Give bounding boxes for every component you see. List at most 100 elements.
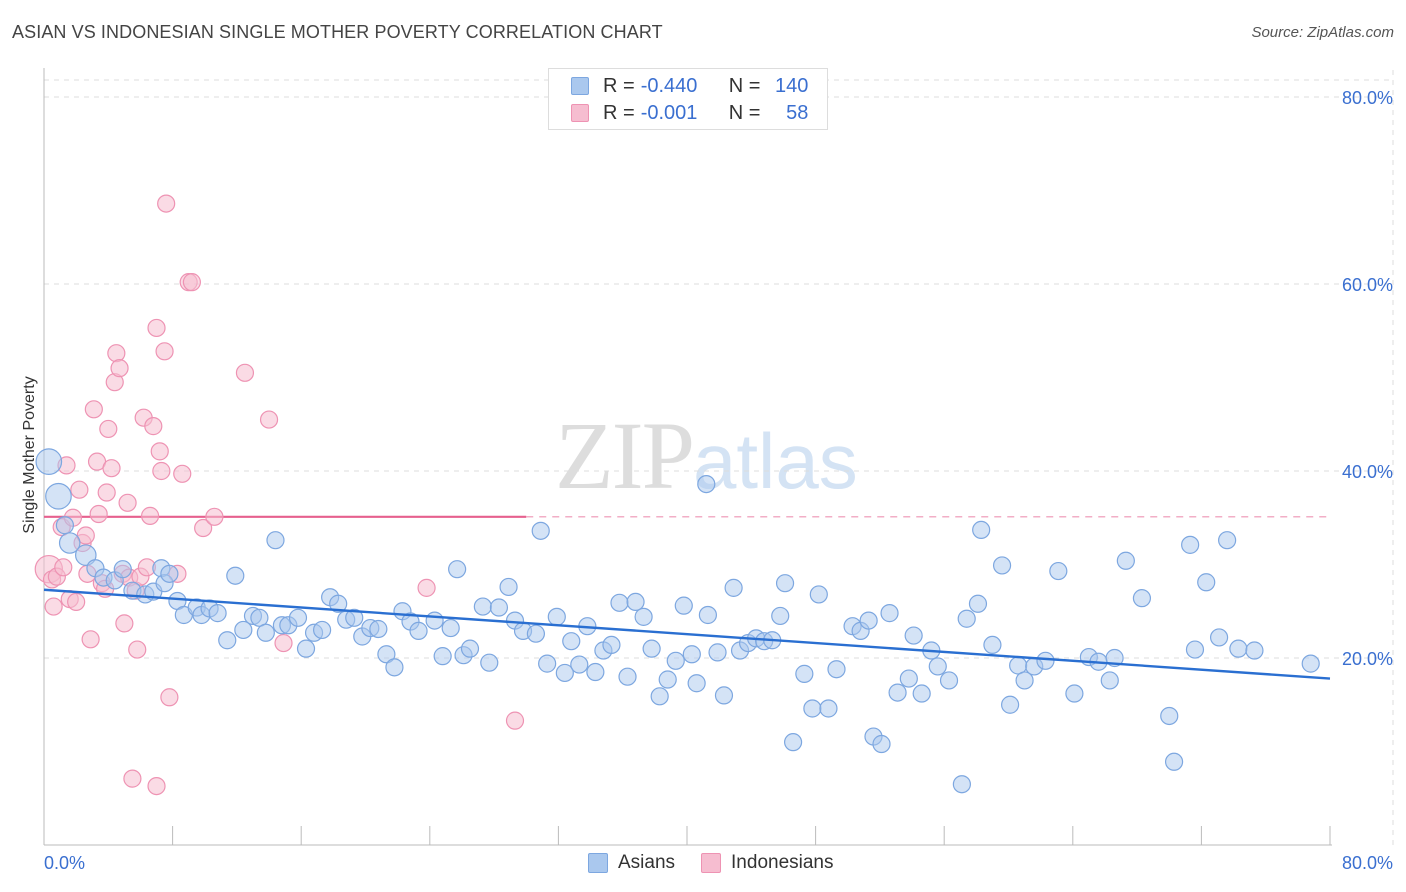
asians-point [489,598,509,617]
asians-point [58,532,81,554]
indonesians-point [505,711,525,730]
indonesians-point [160,688,179,707]
y-tick-label: 40.0% [1342,462,1393,482]
indonesians-point [110,359,129,378]
indonesians-point [182,273,201,292]
asians-point [1185,640,1205,659]
asians-point [480,653,499,672]
asians-point [952,775,971,794]
indonesians-point [99,419,118,439]
indonesians-points [34,194,525,796]
indonesians-point [89,504,108,524]
asians-point [968,594,988,613]
asians-point [859,611,878,630]
asians-points [35,448,1320,794]
y-tick-label: 80.0% [1342,88,1393,108]
indonesians-point [115,614,134,633]
asians-point [1001,695,1020,714]
asians-point [547,607,566,626]
asians-point [35,448,63,475]
indonesians-point [152,461,171,481]
asians-point [682,645,701,664]
x-tick-label: 80.0% [1342,853,1393,873]
asians-point [288,608,308,627]
asians-point [809,585,828,604]
asians-legend-label: Asians [618,852,676,873]
legend-item-asians[interactable]: Asians [588,852,675,874]
asians-point [433,647,452,666]
asians-point [1049,561,1068,581]
asians-point [992,556,1012,575]
chart-title: ASIAN VS INDONESIAN SINGLE MOTHER POVERT… [12,22,663,42]
asians-point [45,482,72,510]
asians-point [602,635,621,655]
asians-point [957,609,976,628]
indonesians-point [144,417,163,436]
axes [43,68,1332,846]
asians-point [650,687,669,706]
asians-point [904,626,923,645]
asians-point [460,639,480,658]
asians-point [888,683,907,702]
asians-point [880,604,899,623]
indonesians-n-value: 58 [786,101,809,124]
indonesians-point [123,769,142,788]
indonesians-point [235,363,255,382]
asians-point [1209,628,1229,647]
correlation-legend: R = -0.440 N = 140 R = -0.001 N = 58 [548,68,828,130]
x-tick-label: 0.0% [44,853,85,873]
asians-point [441,618,460,638]
asians-point [666,651,685,670]
asians-point [218,631,237,650]
asians-trend [43,588,1331,680]
y-tick-label: 20.0% [1342,649,1393,669]
indonesians-point [205,507,224,526]
indonesians-point [67,592,86,612]
tick-labels: 20.0% 40.0% 60.0% 80.0% 0.0% 80.0% [44,88,1393,873]
asians-point [1132,589,1152,608]
asians-point [1245,641,1264,660]
asians-point [928,657,947,676]
y-tick-label: 60.0% [1342,275,1393,295]
asians-r-value: -0.440 [640,74,698,97]
indonesians-swatch [571,104,589,122]
asians-n-value: 140 [775,74,809,97]
legend-row-indonesians: R = -0.001 N = 58 [571,101,808,125]
asians-point [775,574,795,593]
asians-point [634,607,653,626]
indonesians-point [194,518,213,538]
asians-point [899,669,918,688]
asians-point [208,604,227,623]
indonesians-point [417,578,436,597]
asians-point [256,623,275,642]
indonesians-point [97,483,116,502]
indonesians-point [81,630,100,649]
asians-point [345,608,364,627]
asians-point [409,621,428,640]
legend-item-indonesians[interactable]: Indonesians [701,852,834,874]
watermark-atlas: atlas [693,417,858,505]
source-credit: Source: ZipAtlas.com [1251,24,1394,41]
asians-point [714,686,734,705]
asians-point [74,544,97,566]
asians-point [531,521,550,540]
indonesians-legend-swatch [701,853,722,873]
grid-lines [44,70,1394,845]
asians-point [803,699,822,718]
asians-point [312,620,332,640]
legend-row-asians: R = -0.440 N = 140 [571,74,808,98]
indonesians-point [274,633,293,653]
asians-n-label: N = [728,74,761,97]
asians-point [724,578,743,597]
indonesians-n-label: N = [728,101,761,124]
asians-point [250,608,269,627]
asians-point [55,516,74,535]
asians-point [160,564,179,583]
indonesians-point [157,194,176,213]
indonesians-point [155,342,174,361]
indonesians-point [54,558,73,577]
asians-point [473,597,492,616]
indonesians-point [107,344,126,363]
indonesians-r-label: R = [603,101,635,124]
asians-point [1164,752,1184,771]
